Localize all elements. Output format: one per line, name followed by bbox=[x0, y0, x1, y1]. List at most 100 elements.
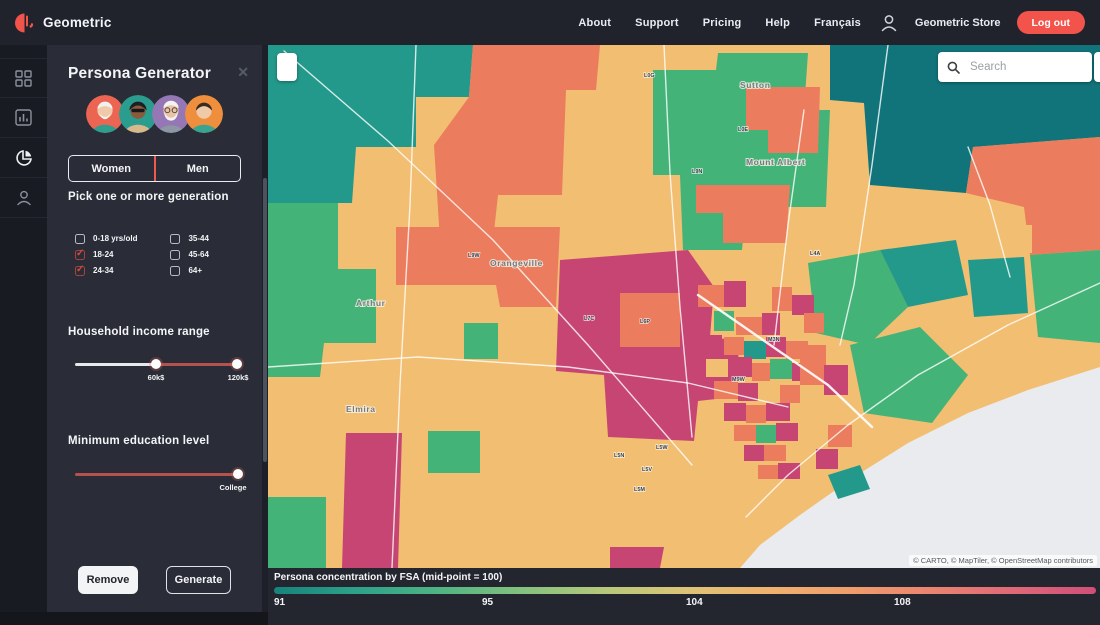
place-label: Orangeville bbox=[490, 258, 543, 268]
income-min-value: 60k$ bbox=[147, 373, 165, 382]
education-handle[interactable] bbox=[233, 469, 243, 479]
checkbox-0-18[interactable] bbox=[75, 233, 85, 244]
user-icon bbox=[16, 190, 31, 205]
education-section-label: Minimum education level bbox=[68, 435, 210, 447]
place-label: Arthur bbox=[356, 298, 386, 308]
legend-tick: 91 bbox=[274, 597, 286, 608]
nav-francais[interactable]: Français bbox=[814, 16, 861, 29]
avatar-man-teal bbox=[119, 95, 157, 133]
place-label: Elmira bbox=[346, 404, 376, 414]
map-search-bar bbox=[938, 52, 1092, 82]
tab-men[interactable]: Men bbox=[186, 162, 209, 175]
checkbox-64plus[interactable] bbox=[170, 265, 181, 276]
generation-section-label: Pick one or more generation bbox=[68, 191, 229, 203]
urban-parcels bbox=[698, 281, 852, 479]
fsa-badge: L0G bbox=[644, 73, 655, 79]
generation-option-35-44[interactable]: 35-44 bbox=[170, 233, 209, 244]
income-min-handle[interactable] bbox=[151, 359, 161, 369]
bottom-bar bbox=[0, 612, 268, 625]
map-regions bbox=[268, 45, 1100, 568]
checkbox-35-44[interactable] bbox=[170, 233, 181, 244]
top-nav: About Support Pricing Help Français bbox=[578, 17, 861, 29]
fsa-badge: L4A bbox=[810, 251, 820, 257]
search-input[interactable] bbox=[968, 60, 1078, 74]
panel-actions: Remove Generate bbox=[78, 566, 231, 594]
income-section-label: Household income range bbox=[68, 326, 210, 338]
nav-about[interactable]: About bbox=[578, 16, 612, 29]
map-place-labels: Sutton Mount Albert Orangeville Arthur E… bbox=[345, 79, 806, 415]
panel-title: Persona Generator bbox=[68, 65, 211, 82]
map-roads bbox=[268, 45, 1100, 568]
rail-item-profile[interactable] bbox=[0, 178, 47, 218]
fsa-badge: L5V bbox=[642, 467, 652, 473]
checkbox-24-34[interactable] bbox=[75, 264, 85, 276]
avatar-man-coral bbox=[86, 95, 124, 133]
tab-divider bbox=[153, 156, 156, 181]
geometric-logo-icon bbox=[15, 13, 34, 32]
legend-gradient-bar bbox=[274, 587, 1096, 594]
place-label: Mount Albert bbox=[746, 157, 805, 167]
place-label: Sutton bbox=[740, 80, 771, 90]
close-icon[interactable]: ✕ bbox=[237, 64, 249, 80]
nav-help[interactable]: Help bbox=[765, 16, 791, 29]
nav-support[interactable]: Support bbox=[635, 16, 679, 29]
generation-option-0-18[interactable]: 0-18 yrs/old bbox=[75, 233, 137, 244]
persona-generator-panel: Persona Generator ✕ bbox=[47, 45, 262, 625]
education-slider: College bbox=[75, 469, 247, 492]
fsa-badge: L5M bbox=[634, 487, 645, 493]
panel-scrollbar-track[interactable] bbox=[262, 45, 268, 625]
remove-button[interactable]: Remove bbox=[78, 566, 138, 594]
legend-title: Persona concentration by FSA (mid-point … bbox=[274, 572, 503, 583]
user-account-icon[interactable] bbox=[879, 13, 899, 33]
legend-tick: 108 bbox=[894, 597, 911, 608]
generation-option-64plus[interactable]: 64+ bbox=[170, 265, 208, 276]
logout-button[interactable]: Log out bbox=[1016, 11, 1085, 34]
map-attribution: © CARTO, © MapTiler, © OpenStreetMap con… bbox=[909, 555, 1097, 566]
geometric-store-link[interactable]: Geometric Store bbox=[914, 16, 1001, 29]
legend-tick: 104 bbox=[686, 597, 703, 608]
education-value: College bbox=[219, 483, 247, 492]
rail-item-dashboard[interactable] bbox=[0, 58, 47, 98]
top-bar: Geometric About Support Pricing Help Fra… bbox=[0, 0, 1100, 45]
panel-toggle-button[interactable] bbox=[277, 53, 297, 81]
rail-item-reports[interactable] bbox=[0, 98, 47, 138]
generation-option-45-64[interactable]: 45-64 bbox=[170, 249, 209, 260]
nav-pricing[interactable]: Pricing bbox=[702, 16, 742, 29]
map-area: Sutton Mount Albert Orangeville Arthur E… bbox=[268, 45, 1100, 568]
dashboard-icon bbox=[15, 69, 32, 87]
tab-women[interactable]: Women bbox=[91, 162, 132, 175]
checkbox-18-24[interactable] bbox=[75, 248, 85, 260]
legend-tick: 95 bbox=[482, 597, 494, 608]
bar-chart-icon bbox=[15, 109, 32, 126]
brand-name: Geometric bbox=[43, 15, 112, 30]
education-slider-fill[interactable] bbox=[75, 473, 242, 476]
persona-avatars bbox=[47, 95, 262, 133]
income-range-slider: 60k$ 120k$ bbox=[75, 359, 248, 382]
generation-option-18-24[interactable]: 18-24 bbox=[75, 248, 137, 260]
checkbox-45-64[interactable] bbox=[170, 249, 181, 260]
avatar-man-orange bbox=[185, 95, 223, 133]
brand[interactable]: Geometric bbox=[14, 12, 112, 34]
rail-item-personas-active[interactable] bbox=[0, 138, 47, 178]
generation-option-24-34[interactable]: 24-34 bbox=[75, 264, 137, 276]
income-slider-fill bbox=[156, 363, 242, 366]
generate-button[interactable]: Generate bbox=[166, 566, 231, 594]
search-icon bbox=[947, 61, 960, 74]
income-max-handle[interactable] bbox=[232, 359, 242, 369]
fsa-badge: M9W bbox=[732, 377, 746, 383]
fsa-badge: L6P bbox=[640, 319, 650, 325]
panel-scrollbar-thumb[interactable] bbox=[263, 178, 267, 462]
choropleth-map[interactable]: Sutton Mount Albert Orangeville Arthur E… bbox=[268, 45, 1100, 568]
legend-strip: Persona concentration by FSA (mid-point … bbox=[268, 568, 1100, 625]
fsa-badge: L0E bbox=[738, 127, 748, 133]
fsa-badge: L9W bbox=[468, 253, 480, 259]
map-control-partial[interactable] bbox=[1094, 52, 1100, 82]
income-max-value: 120k$ bbox=[227, 373, 249, 382]
gender-tabs: Women Men bbox=[68, 155, 241, 182]
generation-options: 0-18 yrs/old 18-24 24-34 35-44 bbox=[75, 233, 243, 276]
fsa-badge: L7C bbox=[584, 316, 594, 322]
fsa-badge: L9N bbox=[692, 169, 702, 175]
account-area: Geometric Store Log out bbox=[879, 11, 1085, 34]
fsa-badge: L5W bbox=[656, 445, 668, 451]
